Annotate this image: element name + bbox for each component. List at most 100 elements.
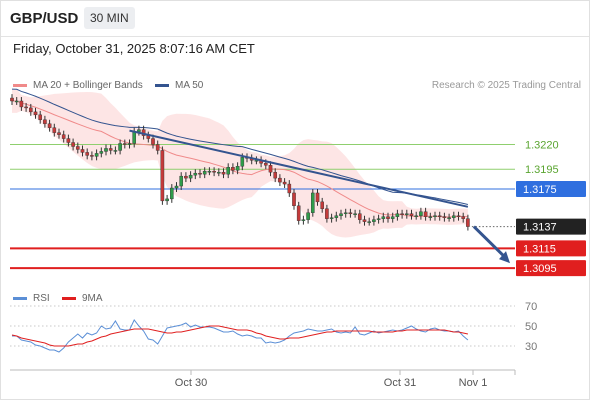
ma20-line — [12, 100, 468, 218]
candle-body — [85, 152, 89, 156]
candle-body — [348, 212, 353, 214]
x-tick-label: Oct 30 — [175, 377, 207, 389]
candle-body — [409, 213, 414, 216]
candle-body — [207, 170, 212, 173]
candle-body — [343, 212, 348, 214]
candle-body — [381, 216, 386, 219]
candle-body — [188, 174, 193, 179]
candle-body — [428, 216, 433, 218]
candle-body — [14, 100, 19, 103]
candle-body — [90, 155, 94, 157]
candle-body — [296, 205, 301, 221]
current-price-box — [516, 218, 586, 235]
candle-body — [442, 216, 447, 218]
candle-body — [306, 212, 310, 220]
candle-body — [447, 217, 451, 219]
candle-body — [113, 150, 118, 152]
candle-body — [367, 221, 372, 223]
candle-body — [216, 171, 221, 174]
candle-body — [329, 217, 334, 219]
candle-body — [198, 172, 202, 175]
ma20-swatch — [13, 84, 27, 87]
candle-body — [353, 213, 357, 215]
candles — [10, 94, 470, 231]
candle-body — [419, 211, 423, 216]
candle-body — [437, 215, 442, 217]
candle-body — [57, 132, 61, 135]
candle-body — [282, 181, 287, 185]
candle-body — [315, 192, 320, 203]
candle-body — [174, 185, 179, 189]
candle-body — [193, 172, 198, 176]
candle-body — [160, 150, 165, 202]
level-label-1.3095: 1.3095 — [523, 263, 557, 275]
candle-body — [24, 106, 28, 109]
candle-body — [264, 163, 268, 166]
level-label-1.3195: 1.3195 — [525, 164, 559, 176]
candle-body — [47, 123, 52, 128]
candle-body — [75, 146, 80, 150]
candle-body — [278, 177, 282, 183]
candle-body — [19, 100, 24, 108]
candle-body — [137, 129, 141, 132]
candle-body — [372, 219, 376, 222]
candle-body — [339, 213, 343, 216]
level-box-1.3175 — [516, 181, 586, 197]
candle-body — [43, 119, 47, 124]
rsi-swatch — [13, 297, 27, 300]
timestamp: Friday, October 31, 2025 8:07:16 AM CET — [13, 41, 255, 56]
timeframe-button[interactable]: 30 MIN — [84, 7, 135, 29]
candle-body — [179, 175, 184, 187]
level-label-1.3220: 1.3220 — [525, 140, 559, 152]
legend-ma50: MA 50 — [155, 80, 203, 91]
candle-body — [320, 201, 325, 209]
candle-body — [52, 127, 57, 133]
candle-body — [169, 187, 174, 200]
candle-body — [386, 216, 390, 219]
candle-body — [10, 97, 14, 102]
candle-body — [151, 138, 155, 145]
rsi-tick-70: 70 — [525, 301, 537, 313]
candle-body — [287, 183, 292, 194]
candle-body — [461, 216, 466, 219]
symbol-title: GBP/USD — [10, 10, 79, 27]
rsi-tick-50: 50 — [525, 321, 537, 333]
candle-body — [94, 153, 99, 157]
candle-body — [66, 138, 71, 143]
candle-body — [80, 149, 85, 153]
candle-body — [38, 114, 42, 120]
candle-body — [273, 171, 278, 179]
candle-body — [254, 160, 259, 162]
trendline — [129, 129, 469, 208]
forecast-arrow-head — [499, 251, 510, 264]
candle-body — [423, 211, 428, 217]
x-tick-label: Oct 31 — [384, 377, 416, 389]
forecast-arrow-shaft — [472, 225, 508, 260]
rsi-ma-swatch — [62, 297, 76, 300]
level-box-1.3115 — [516, 240, 586, 257]
candle-body — [240, 157, 245, 167]
candle-body — [221, 171, 226, 175]
rsi-series-9ma — [11, 325, 469, 347]
candle-body — [268, 165, 273, 173]
candle-body — [334, 215, 339, 218]
rsi-legend-label: RSI — [33, 293, 50, 304]
rsi-ma-legend-label: 9MA — [82, 293, 103, 304]
current-price-label: 1.3137 — [523, 222, 557, 234]
candle-body — [108, 148, 113, 151]
legend-ma20: MA 20 + Bollinger Bands — [13, 80, 143, 91]
candle-body — [202, 170, 207, 175]
candle-body — [184, 175, 188, 179]
level-label-1.3175: 1.3175 — [523, 184, 557, 196]
candle-body — [104, 148, 108, 152]
candle-body — [405, 213, 409, 215]
header-bar: GBP/USD 30 MIN — [0, 0, 590, 36]
ma50-legend-label: MA 50 — [175, 80, 204, 91]
level-box-1.3095 — [516, 260, 586, 277]
candle-body — [165, 198, 169, 202]
candle-body — [301, 219, 306, 221]
candle-body — [390, 216, 395, 219]
candle-body — [456, 215, 461, 217]
x-tick-label: Nov 1 — [459, 377, 488, 389]
